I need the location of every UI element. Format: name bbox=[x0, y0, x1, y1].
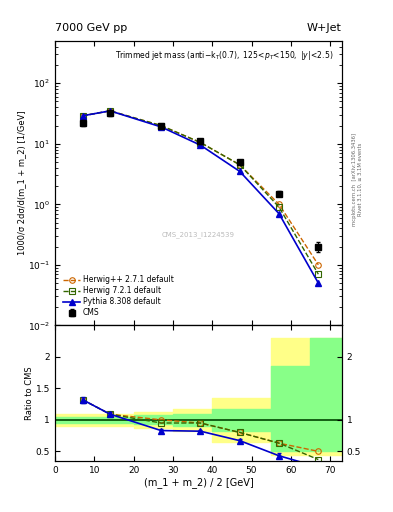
Pythia 8.308 default bbox=[80, 113, 85, 119]
Text: Rivet 3.1.10, ≥ 3.1M events: Rivet 3.1.10, ≥ 3.1M events bbox=[358, 142, 363, 216]
Line: Herwig 7.2.1 default: Herwig 7.2.1 default bbox=[80, 108, 321, 277]
Text: 7000 GeV pp: 7000 GeV pp bbox=[55, 23, 127, 33]
Pythia 8.308 default bbox=[198, 142, 203, 148]
Herwig 7.2.1 default bbox=[198, 139, 203, 145]
Herwig++ 2.7.1 default bbox=[80, 113, 85, 119]
X-axis label: (m_1 + m_2) / 2 [GeV]: (m_1 + m_2) / 2 [GeV] bbox=[143, 477, 253, 488]
Line: Pythia 8.308 default: Pythia 8.308 default bbox=[80, 108, 321, 286]
Text: CMS_2013_I1224539: CMS_2013_I1224539 bbox=[162, 231, 235, 238]
Legend: Herwig++ 2.7.1 default, Herwig 7.2.1 default, Pythia 8.308 default, CMS: Herwig++ 2.7.1 default, Herwig 7.2.1 def… bbox=[62, 274, 176, 318]
Herwig 7.2.1 default bbox=[237, 162, 242, 168]
Herwig++ 2.7.1 default bbox=[237, 162, 242, 168]
Herwig++ 2.7.1 default bbox=[198, 139, 203, 145]
Herwig 7.2.1 default bbox=[159, 122, 163, 129]
Line: Herwig++ 2.7.1 default: Herwig++ 2.7.1 default bbox=[80, 108, 321, 268]
Text: W+Jet: W+Jet bbox=[307, 23, 342, 33]
Pythia 8.308 default bbox=[277, 210, 281, 217]
Herwig 7.2.1 default bbox=[80, 113, 85, 119]
Herwig 7.2.1 default bbox=[316, 271, 321, 278]
Herwig 7.2.1 default bbox=[277, 204, 281, 210]
Text: mcplots.cern.ch  [arXiv:1306.3436]: mcplots.cern.ch [arXiv:1306.3436] bbox=[352, 133, 357, 226]
Herwig++ 2.7.1 default bbox=[159, 122, 163, 129]
Text: Trimmed jet mass $(\mathregular{anti\!-\!k_T}(0.7),\ 125\!<\!p_T\!<\!150,\ |y|\!: Trimmed jet mass $(\mathregular{anti\!-\… bbox=[115, 50, 333, 62]
Pythia 8.308 default bbox=[159, 124, 163, 130]
Pythia 8.308 default bbox=[237, 168, 242, 175]
Pythia 8.308 default bbox=[316, 280, 321, 286]
Herwig++ 2.7.1 default bbox=[316, 262, 321, 268]
Herwig 7.2.1 default bbox=[108, 108, 112, 114]
Herwig++ 2.7.1 default bbox=[277, 201, 281, 207]
Y-axis label: 1000/σ 2dσ/d(m_1 + m_2) [1/GeV]: 1000/σ 2dσ/d(m_1 + m_2) [1/GeV] bbox=[17, 111, 26, 255]
Y-axis label: Ratio to CMS: Ratio to CMS bbox=[26, 366, 35, 420]
Herwig++ 2.7.1 default bbox=[108, 108, 112, 114]
Pythia 8.308 default bbox=[108, 108, 112, 114]
